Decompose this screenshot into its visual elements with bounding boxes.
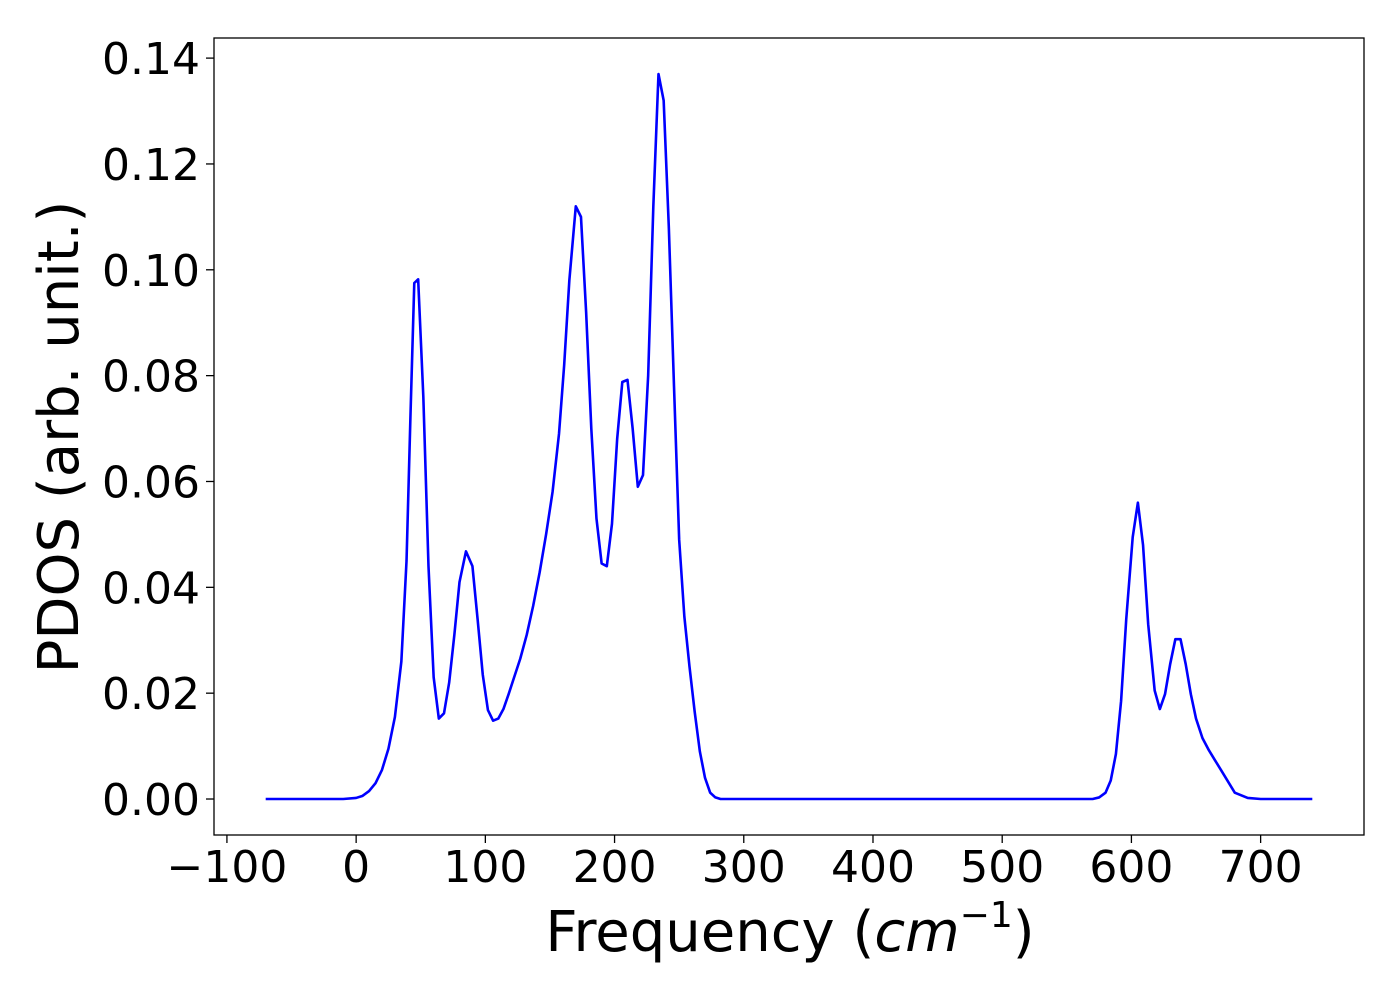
y-tick-label: 0.04 [102, 563, 200, 614]
x-axis-label-unit: cm [874, 900, 959, 965]
y-tick-label: 0.08 [102, 352, 200, 403]
x-axis: −100 0 100 200 300 400 500 600 700 [166, 835, 1303, 893]
pdos-series-line-0 [265, 72, 1313, 801]
x-tick-label: 100 [443, 842, 527, 893]
y-tick-label: 0.14 [102, 34, 200, 85]
x-tick-label: 200 [573, 842, 657, 893]
x-tick-label: −100 [166, 842, 287, 893]
x-axis-label-prefix: Frequency ( [545, 900, 874, 965]
y-tick-label: 0.00 [102, 775, 200, 826]
y-tick-label: 0.06 [102, 457, 200, 508]
y-tick-label: 0.02 [102, 669, 200, 720]
x-tick-label: 500 [960, 842, 1044, 893]
x-axis-label-suffix: ) [1013, 900, 1035, 965]
y-axis: 0.00 0.02 0.04 0.06 0.08 0.10 0.12 0.14 [102, 34, 214, 826]
x-axis-label-exponent: −1 [960, 895, 1013, 936]
plot-area [265, 72, 1313, 801]
x-tick-label: 300 [702, 842, 786, 893]
x-tick-label: 600 [1089, 842, 1173, 893]
y-tick-label: 0.12 [102, 140, 200, 191]
x-tick-label: 0 [342, 842, 370, 893]
axes-frame [213, 37, 1365, 836]
x-tick-label: 700 [1219, 842, 1303, 893]
y-axis-label: PDOS (arb. unit.) [27, 201, 92, 674]
x-tick-label: 400 [831, 842, 915, 893]
x-axis-label: Frequency (cm−1) [545, 895, 1034, 965]
y-tick-label: 0.10 [102, 246, 200, 297]
